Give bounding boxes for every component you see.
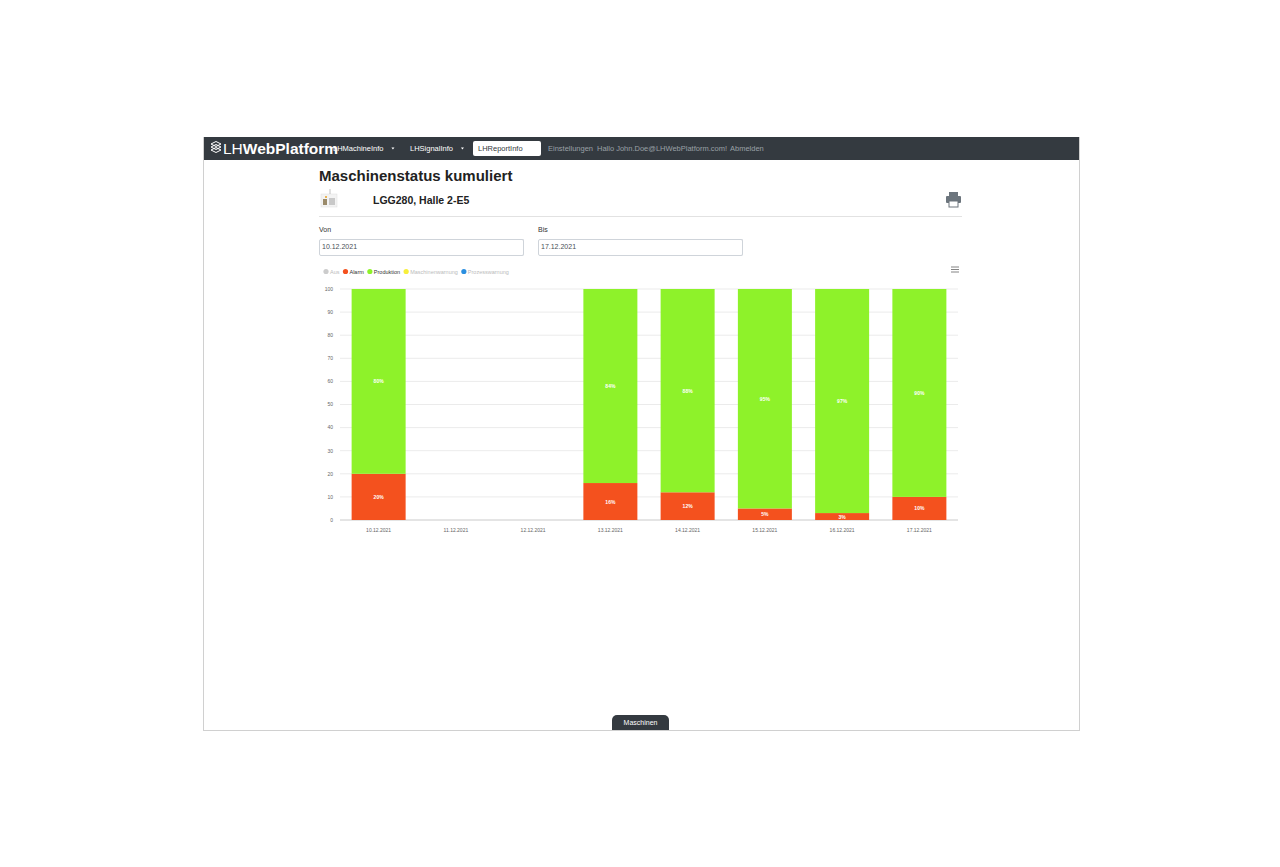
y-tick-label: 100 <box>325 286 334 292</box>
brand-bold[interactable]: WebPlatform <box>243 140 338 157</box>
data-label: 80% <box>374 378 385 384</box>
x-tick-label: 15.12.2021 <box>752 527 777 533</box>
machine-icon <box>325 196 327 198</box>
nav-menu[interactable]: LHReportInfo <box>478 144 523 153</box>
machine-icon <box>321 194 337 207</box>
separator <box>319 216 962 217</box>
bar-segment <box>892 289 946 497</box>
y-tick-label: 70 <box>327 355 333 361</box>
legend-marker <box>343 269 348 274</box>
bar-segment <box>738 508 792 520</box>
page-title: Maschinenstatus kumuliert <box>319 167 512 184</box>
bar-segment <box>352 289 406 474</box>
data-label: 20% <box>374 494 385 500</box>
legend-marker <box>323 269 328 274</box>
bar-segment <box>352 474 406 520</box>
chart-menu <box>951 272 959 273</box>
y-tick-label: 90 <box>327 309 333 315</box>
data-label: 97% <box>837 398 848 404</box>
data-label: 3% <box>839 514 847 520</box>
x-tick-label: 17.12.2021 <box>907 527 932 533</box>
y-tick-label: 30 <box>327 448 333 454</box>
bar-segment <box>815 513 869 520</box>
bars <box>352 289 947 520</box>
machine-icon <box>329 198 335 205</box>
bar-segment <box>583 289 637 483</box>
data-label: 88% <box>683 388 694 394</box>
dropdown-caret <box>391 148 394 150</box>
legend-marker <box>367 269 372 274</box>
legend-marker <box>461 269 466 274</box>
legend-label[interactable]: Aus <box>330 269 340 275</box>
y-tick-label: 0 <box>330 517 333 523</box>
brand: LHWebPlatform <box>223 140 338 157</box>
filter-label: Bis <box>538 226 548 233</box>
nav-menu[interactable]: LHMachineInfo <box>333 144 383 153</box>
bar-segment <box>661 492 715 520</box>
machine-icon <box>323 199 327 205</box>
filter-label: Von <box>319 226 331 233</box>
nav-link[interactable]: Einstellungen <box>548 144 593 153</box>
data-label: 16% <box>605 499 616 505</box>
x-tick-label: 10.12.2021 <box>366 527 391 533</box>
legend-marker <box>404 269 409 274</box>
date-value[interactable]: 17.12.2021 <box>541 243 576 250</box>
x-tick-label: 14.12.2021 <box>675 527 700 533</box>
footer-tab-label[interactable]: Maschinen <box>612 719 669 726</box>
legend-label[interactable]: Produktion <box>374 269 400 275</box>
machine-name: LGG280, Halle 2-E5 <box>373 194 469 206</box>
page: Aus Alarm Produktion Maschinenwarnung Prozes… <box>0 0 1280 867</box>
legend-label[interactable]: Prozesswarnung <box>468 269 509 275</box>
bar-segment <box>583 483 637 520</box>
data-label: 95% <box>760 396 771 402</box>
nav-link[interactable]: Hallo John.Doe@LHWebPlatform.com! <box>597 144 727 153</box>
print-icon <box>949 201 958 207</box>
x-tick-label: 16.12.2021 <box>830 527 855 533</box>
data-label: 90% <box>914 390 925 396</box>
nav-link[interactable]: Abmelden <box>730 144 764 153</box>
dropdown-caret <box>461 148 464 150</box>
date-value[interactable]: 10.12.2021 <box>322 243 357 250</box>
x-tick-label: 11.12.2021 <box>444 527 469 533</box>
data-labels: 20% 16% 12% 5% 3% 10% 80% 84% 88% 95% 97% 90% <box>374 378 925 520</box>
x-tick-label: 12.12.2021 <box>521 527 546 533</box>
brand-light[interactable]: LH <box>223 140 243 157</box>
bar-segment <box>738 289 792 508</box>
machine-icon <box>330 189 331 194</box>
y-tick-label: 80 <box>327 332 333 338</box>
bar-segment <box>892 497 946 520</box>
bar-segment <box>661 289 715 492</box>
nav-menu[interactable]: LHSignalInfo <box>410 144 453 153</box>
y-tick-label: 20 <box>327 471 333 477</box>
bar-segment <box>815 289 869 513</box>
y-tick-label: 40 <box>327 424 333 430</box>
screen-frame <box>203 137 1080 731</box>
data-label: 5% <box>761 511 769 517</box>
data-label: 12% <box>683 503 694 509</box>
data-label: 10% <box>914 505 925 511</box>
data-label: 84% <box>605 383 616 389</box>
chart-menu <box>951 267 959 268</box>
chart-menu <box>951 269 959 270</box>
overlay: Aus Alarm Produktion Maschinenwarnung Prozes… <box>0 0 1280 867</box>
legend-label[interactable]: Alarm <box>349 269 364 275</box>
y-tick-label: 50 <box>327 401 333 407</box>
y-tick-label: 10 <box>327 494 333 500</box>
brand-icon <box>211 148 221 153</box>
legend-label[interactable]: Maschinenwarnung <box>410 269 458 275</box>
print-icon <box>949 192 958 196</box>
y-tick-label: 60 <box>327 378 333 384</box>
x-tick-label: 13.12.2021 <box>598 527 623 533</box>
